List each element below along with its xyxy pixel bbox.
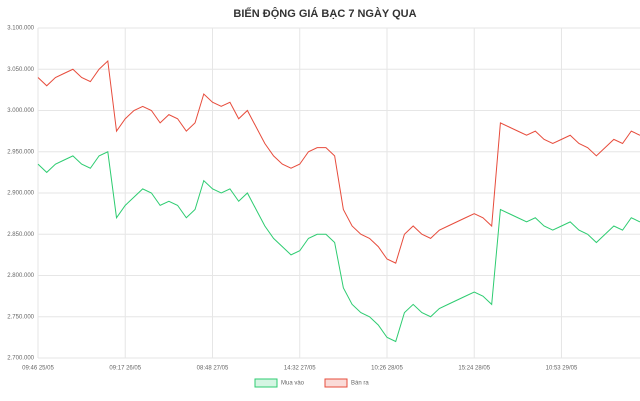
x-tick-label: 08:48 27/05 — [197, 366, 229, 372]
legend-label: Mua vào — [281, 381, 305, 387]
x-tick-label: 15:24 28/05 — [458, 366, 490, 372]
y-tick-label: 2.900.000 — [7, 191, 34, 197]
series-line — [37, 59, 640, 264]
x-tick-label: 09:17 26/05 — [109, 366, 141, 372]
y-tick-label: 3.100.000 — [7, 26, 34, 32]
y-tick-label: 2.750.000 — [7, 314, 34, 320]
y-tick-label: 3.000.000 — [7, 108, 34, 114]
x-tick-label: 10:26 28/05 — [371, 366, 403, 372]
x-tick-label: 14:32 27/05 — [284, 366, 316, 372]
x-tick-label: 09:46 25/05 — [22, 366, 54, 372]
legend-swatch — [254, 378, 278, 388]
y-tick-label: 2.700.000 — [7, 356, 34, 362]
chart-title: BIẾN ĐỘNG GIÁ BẠC 7 NGÀY QUA — [233, 7, 416, 20]
y-tick-label: 2.800.000 — [7, 273, 34, 279]
x-tick-label: 10:53 29/05 — [546, 366, 578, 372]
y-tick-label: 2.950.000 — [7, 149, 34, 155]
legend-swatch — [324, 378, 348, 388]
legend-label: Bán ra — [351, 381, 369, 387]
y-tick-label: 3.050.000 — [7, 67, 34, 73]
series-line — [37, 151, 640, 343]
y-tick-label: 2.850.000 — [7, 232, 34, 238]
